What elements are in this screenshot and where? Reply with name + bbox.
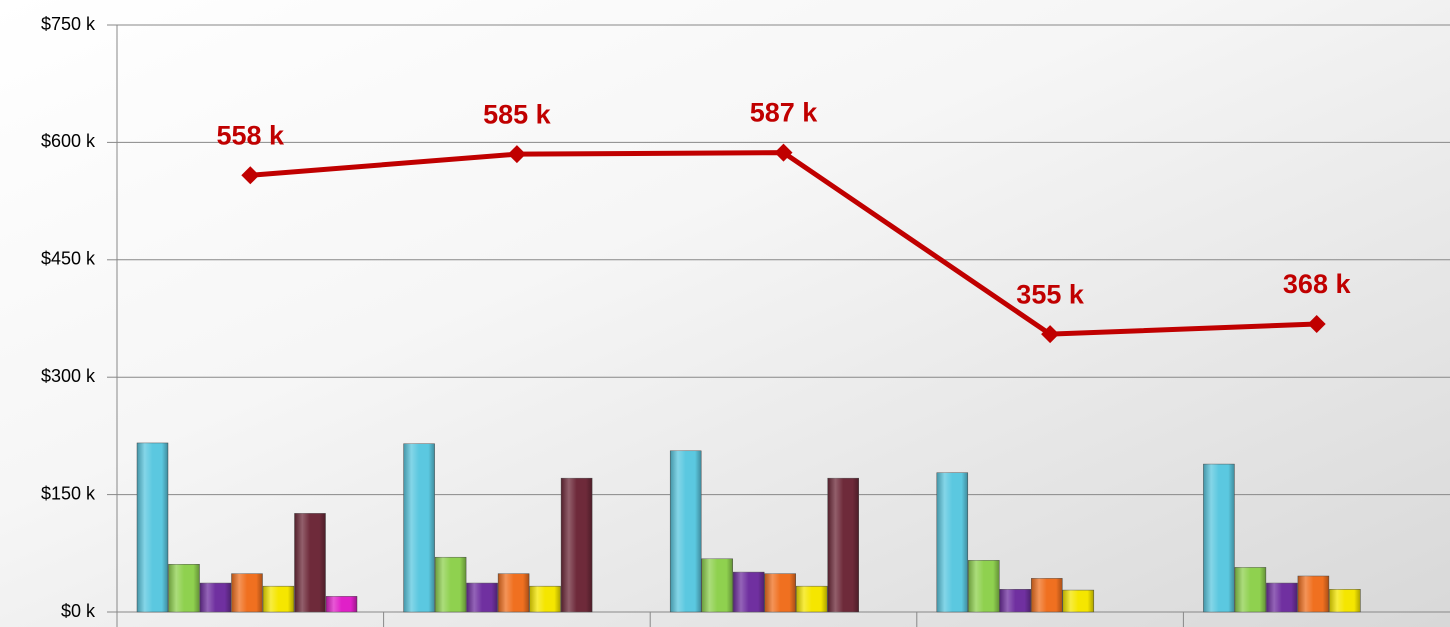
line-marker	[1307, 314, 1326, 333]
bar-shade	[1203, 464, 1235, 612]
bar-shade	[435, 557, 467, 612]
x-tick-label: FY11	[1294, 624, 1340, 627]
bar-shade	[200, 583, 231, 612]
bar-shade	[733, 572, 765, 612]
line-marker	[1041, 325, 1060, 344]
bar-shade	[1297, 575, 1329, 612]
line-marker	[241, 166, 260, 185]
bar-shade	[764, 573, 796, 612]
y-tick-label: $0 k	[61, 601, 96, 621]
x-tick-label: FY10	[1026, 624, 1074, 627]
bar-shade	[796, 586, 828, 612]
bar-shade	[137, 442, 168, 612]
bar-shade	[561, 478, 593, 612]
bar-shade	[529, 586, 561, 612]
data-label: 587 k	[750, 98, 819, 128]
data-label: 585 k	[483, 99, 552, 129]
bar-shade	[670, 450, 702, 612]
bar-shade	[999, 589, 1031, 612]
bar-shade	[1031, 578, 1063, 612]
bar-shade	[968, 560, 1000, 612]
y-tick-label: $150 k	[41, 483, 96, 503]
bar-shade	[1062, 590, 1094, 612]
data-label: 368 k	[1283, 269, 1352, 299]
bar-shade	[1329, 589, 1361, 612]
bar-shade	[231, 573, 263, 612]
y-tick-label: $750 k	[41, 14, 96, 34]
line-marker	[774, 143, 793, 162]
bar-shade	[827, 478, 859, 612]
x-tick-label: FY08	[493, 624, 541, 627]
data-label: 558 k	[217, 120, 286, 150]
bar-shade	[936, 472, 968, 612]
bar-shade	[466, 583, 498, 612]
bar-shade	[263, 586, 294, 612]
bar-shade	[168, 564, 200, 612]
bar-shade	[326, 596, 357, 612]
y-tick-label: $450 k	[41, 249, 96, 269]
bar-shade	[1266, 583, 1298, 612]
bar-shade	[1234, 567, 1266, 612]
line-marker	[507, 145, 526, 164]
y-tick-label: $300 k	[41, 366, 96, 386]
bar-shade	[403, 443, 435, 612]
data-label: 355 k	[1016, 279, 1085, 309]
x-tick-label: FY07	[226, 624, 274, 627]
bar-shade	[294, 513, 326, 612]
bar-shade	[498, 573, 530, 612]
x-tick-label: FY09	[760, 624, 808, 627]
y-tick-label: $600 k	[41, 131, 96, 151]
bar-shade	[701, 558, 733, 612]
